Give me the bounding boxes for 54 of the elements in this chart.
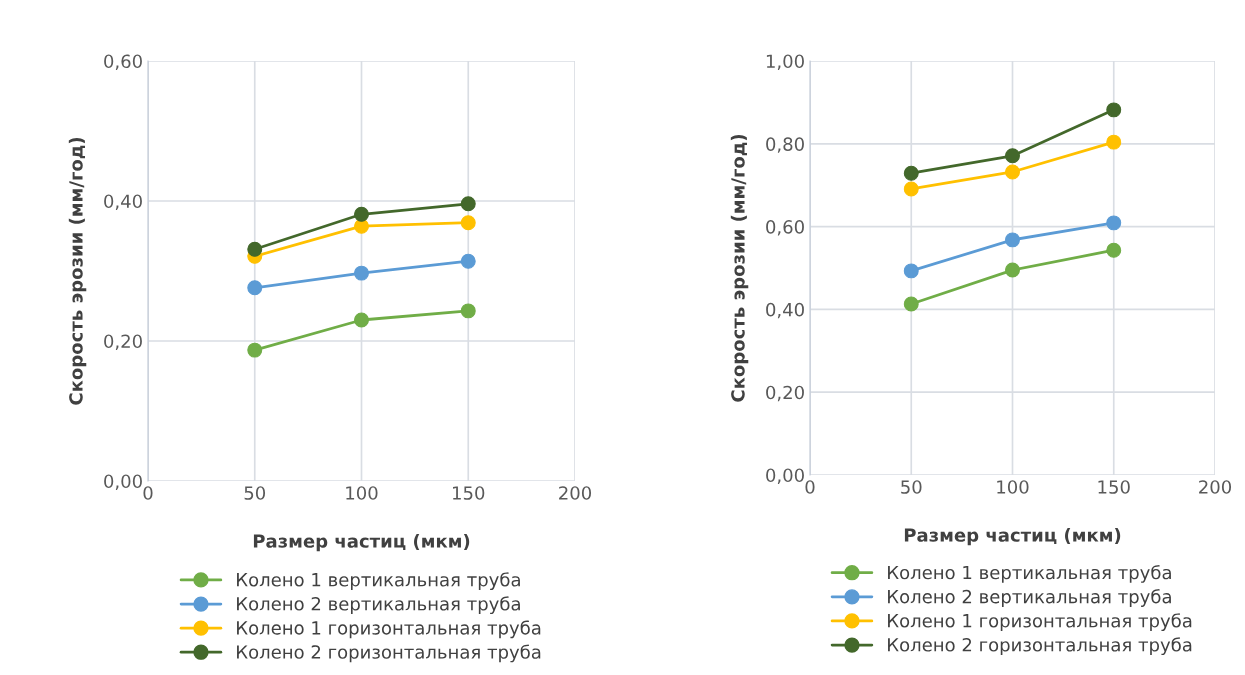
point <box>1005 148 1020 164</box>
x-tick-label: 150 <box>453 486 485 500</box>
point <box>1106 102 1122 118</box>
point <box>903 263 919 279</box>
point <box>354 206 369 222</box>
y-axis-title: Скорость эрозии (мм/год) <box>68 137 87 405</box>
y-tick-label: 0,20 <box>104 334 142 350</box>
point <box>247 280 263 296</box>
point <box>460 196 476 212</box>
legend-label: Колено 2 вертикальная труба <box>888 589 1171 607</box>
x-tick-label: 0 <box>143 486 153 500</box>
y-tick-label: 1,00 <box>766 54 804 70</box>
point <box>1005 164 1020 180</box>
x-tick-label: 150 <box>1098 480 1130 494</box>
legend-label: Колено 2 горизонтальная труба <box>237 644 541 663</box>
point <box>354 312 369 328</box>
y-tick-label: 0,60 <box>104 54 142 70</box>
legend-label: Колено 2 горизонтальная труба <box>888 637 1192 656</box>
point <box>903 296 919 312</box>
point <box>1005 232 1020 248</box>
y-tick-label: 0,00 <box>766 468 804 484</box>
legend-label: Колено 1 вертикальная труба <box>888 565 1171 583</box>
point <box>460 215 476 231</box>
y-tick-label: 0,40 <box>104 194 142 210</box>
x-axis-title: Размер частиц (мкм) <box>904 527 1121 546</box>
point <box>354 265 369 281</box>
x-tick-label: 0 <box>805 480 815 494</box>
legend-label: Колено 1 горизонтальная труба <box>237 620 541 639</box>
y-tick-label: 0,20 <box>766 385 804 402</box>
x-tick-label: 100 <box>997 480 1029 494</box>
x-axis-title: Размер частиц (мкм) <box>253 533 470 552</box>
x-tick-label: 50 <box>901 480 922 494</box>
x-tick-label: 200 <box>1199 480 1232 494</box>
legend-label: Колено 2 вертикальная труба <box>237 596 520 615</box>
point <box>1106 242 1122 258</box>
y-tick-label: 0,80 <box>766 137 804 153</box>
point <box>247 241 263 257</box>
x-tick-label: 50 <box>244 486 266 500</box>
point <box>247 342 263 358</box>
point <box>460 303 476 319</box>
y-axis-title: Скорость эрозии (мм/год) <box>730 134 749 402</box>
y-tick-label: 0,60 <box>766 220 804 236</box>
y-tick-label: 0,00 <box>104 474 142 490</box>
point <box>1005 262 1020 278</box>
legend-label: Колено 1 горизонтальная труба <box>888 613 1192 632</box>
legend-label: Колено 1 вертикальная труба <box>237 572 520 590</box>
point <box>903 181 919 197</box>
point <box>460 253 476 269</box>
point <box>1106 215 1122 231</box>
x-tick-label: 200 <box>559 486 592 500</box>
point <box>903 165 919 181</box>
point <box>1106 134 1122 150</box>
x-tick-label: 100 <box>346 486 378 500</box>
y-tick-label: 0,40 <box>766 302 804 319</box>
